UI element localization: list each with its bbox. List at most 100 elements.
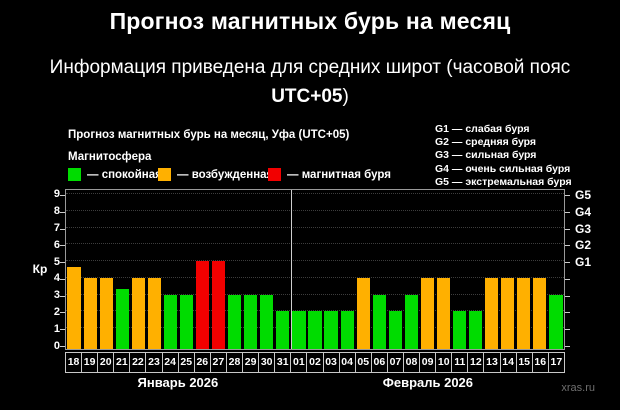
y-tick-label-0: 0 — [53, 339, 60, 352]
legend-item-quiet: — спокойная — [68, 168, 162, 181]
quiet-color-swatch — [68, 168, 81, 181]
legend-label-excited: — возбужденная — [177, 168, 274, 181]
watermark: xras.ru — [561, 382, 595, 394]
y-tick-label-8: 8 — [53, 205, 60, 218]
g-scale-legend-line: G5 — экстремальная буря — [435, 175, 572, 188]
page-subtitle-line2: UTC+05) — [0, 86, 620, 108]
kp-bar-day-13 — [485, 277, 499, 349]
g-scale-legend-line: G1 — слабая буря — [435, 123, 530, 135]
left-tickmark-kp-4 — [60, 278, 65, 280]
kp-bar-day-12 — [469, 311, 483, 349]
y-tick-label-9: 9 — [53, 188, 60, 201]
subtitle-paren: ) — [342, 86, 349, 107]
kp-bar-day-08 — [404, 294, 418, 349]
y-tick-label-5: 5 — [53, 255, 60, 268]
kp-bar-day-18 — [67, 266, 81, 349]
kp-bar-day-04 — [340, 311, 354, 349]
month-separator-line — [291, 190, 293, 349]
left-tickmark-kp-2 — [60, 312, 65, 314]
day-label-04: 04 — [338, 352, 356, 373]
day-label-19: 19 — [81, 352, 99, 373]
day-label-09: 09 — [419, 352, 437, 373]
kp-bar-day-07 — [388, 311, 402, 349]
legend-item-storm: — магнитная буря — [268, 168, 391, 181]
kp-bar-day-09 — [420, 277, 434, 349]
bar-slot-day-20 — [98, 190, 114, 349]
day-label-21: 21 — [113, 352, 131, 373]
day-label-27: 27 — [209, 352, 227, 373]
left-tickmark-kp-9 — [60, 194, 65, 196]
bar-slot-day-01 — [291, 190, 307, 349]
bar-slot-day-15 — [516, 190, 532, 349]
month-label: Январь 2026 — [137, 375, 219, 390]
kp-bar-day-31 — [276, 311, 290, 349]
kp-bar-day-22 — [131, 277, 145, 349]
bar-slot-day-03 — [323, 190, 339, 349]
kp-bar-day-06 — [372, 294, 386, 349]
bar-slot-day-21 — [114, 190, 130, 349]
kp-bar-day-20 — [99, 277, 113, 349]
gridline-kp-8 — [66, 209, 564, 211]
day-label-20: 20 — [97, 352, 115, 373]
day-label-31: 31 — [274, 352, 292, 373]
gridline-kp-6 — [66, 243, 564, 245]
kp-axis-label: Кр — [32, 262, 48, 276]
bar-slot-day-30 — [259, 190, 275, 349]
y-tick-label-6: 6 — [53, 238, 60, 251]
bar-slot-day-25 — [178, 190, 194, 349]
kp-bar-day-30 — [260, 294, 274, 349]
left-tickmark-kp-1 — [60, 329, 65, 331]
day-label-05: 05 — [354, 352, 372, 373]
right-tickmark-kp-9 — [565, 194, 570, 196]
right-tickmark-kp-3 — [565, 295, 570, 297]
legend-label-quiet: — спокойная — [87, 168, 162, 181]
bar-slot-day-02 — [307, 190, 323, 349]
gridline-kp-5 — [66, 260, 564, 262]
bar-slot-day-13 — [484, 190, 500, 349]
timezone-label: UTC+05 — [271, 86, 343, 107]
day-label-06: 06 — [370, 352, 388, 373]
day-label-11: 11 — [451, 352, 469, 373]
bar-slot-day-23 — [146, 190, 162, 349]
kp-bar-day-25 — [179, 294, 194, 349]
kp-bar-day-16 — [533, 277, 547, 349]
day-label-16: 16 — [531, 352, 549, 373]
day-label-10: 10 — [435, 352, 453, 373]
right-tickmark-kp-6 — [565, 245, 570, 247]
day-label-01: 01 — [290, 352, 308, 373]
kp-bar-day-27 — [212, 261, 226, 349]
bar-slot-day-26 — [195, 190, 211, 349]
bar-slot-day-31 — [275, 190, 291, 349]
kp-bar-day-14 — [501, 277, 515, 349]
gridline-kp-3 — [66, 293, 564, 295]
month-labels: Январь 2026 Февраль 2026 — [65, 375, 565, 390]
bar-slot-day-04 — [339, 190, 355, 349]
right-tickmark-kp-8 — [565, 211, 570, 213]
g-tick-label-g5: G5 — [575, 187, 592, 202]
bar-slot-day-08 — [403, 190, 419, 349]
day-label-28: 28 — [225, 352, 244, 373]
kp-bar-day-02 — [308, 311, 322, 349]
left-tickmark-kp-6 — [60, 245, 65, 247]
kp-bar-day-23 — [147, 277, 161, 349]
bar-slot-day-29 — [243, 190, 259, 349]
kp-bar-day-15 — [517, 277, 531, 349]
gridline-kp-4 — [66, 276, 564, 278]
bar-slot-day-24 — [162, 190, 178, 349]
day-label-12: 12 — [467, 352, 485, 373]
bar-slot-day-17 — [548, 190, 564, 349]
bar-slot-day-28 — [227, 190, 243, 349]
day-label-15: 15 — [515, 352, 533, 373]
day-axis: 18 19 20 21 22 23 24 25 26 27 28 29 30 31 01 02 03 04 05 06… — [65, 352, 565, 373]
magnetosphere-legend-title: Магнитосфера — [68, 151, 152, 163]
left-tickmark-kp-5 — [60, 262, 65, 264]
day-label-18: 18 — [65, 352, 83, 373]
day-label-13: 13 — [483, 352, 501, 373]
g-tick-label-g3: G3 — [575, 221, 592, 236]
day-label-30: 30 — [258, 352, 276, 373]
right-tickmark-kp-0 — [565, 346, 570, 347]
day-label-08: 08 — [402, 352, 421, 373]
kp-bar-day-05 — [356, 277, 370, 349]
kp-bar-day-21 — [115, 289, 129, 349]
